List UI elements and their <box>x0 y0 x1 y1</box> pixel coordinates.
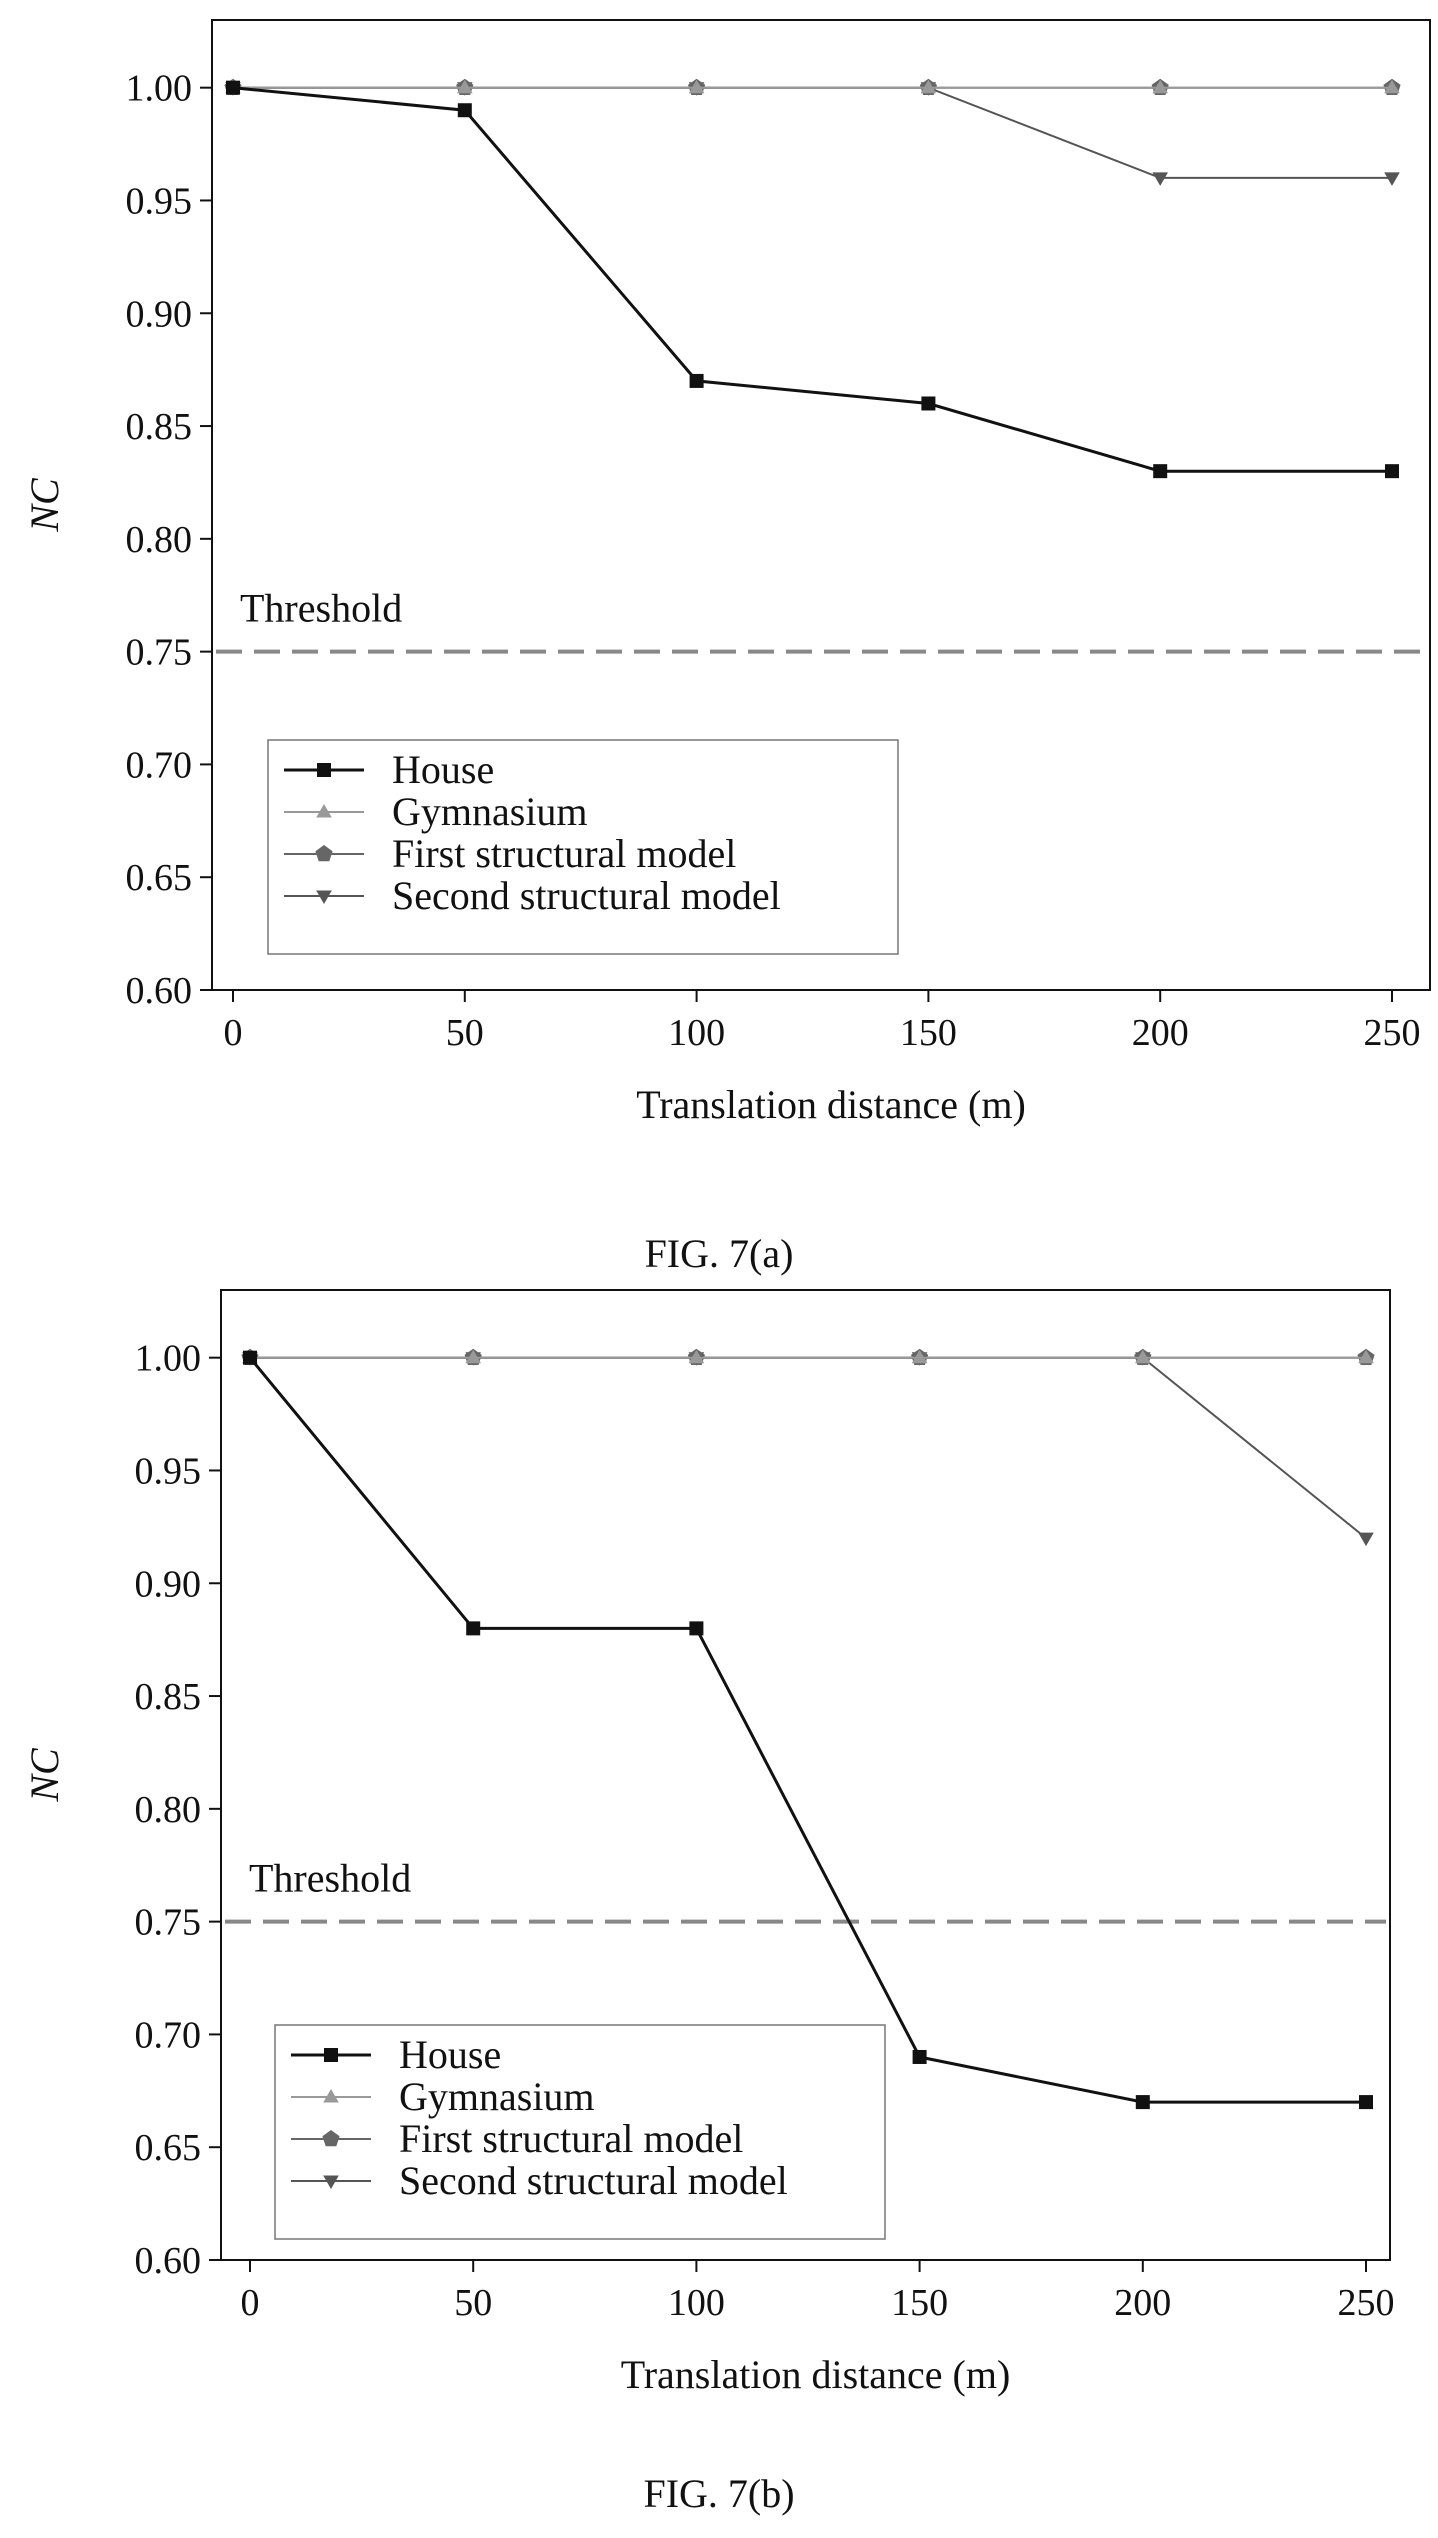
data-point <box>1135 1349 1151 1364</box>
x-tick-label: 250 <box>1338 2282 1395 2324</box>
y-tick-label: 0.85 <box>135 1676 202 1718</box>
data-point <box>1384 172 1400 186</box>
x-tick-label: 0 <box>241 2282 260 2324</box>
data-point <box>1135 2095 1150 2110</box>
x-tick-label: 200 <box>1114 2282 1171 2324</box>
series-gymnasium <box>225 79 1400 94</box>
y-tick-label: 0.75 <box>126 632 193 674</box>
legend-label: Second structural model <box>399 2158 788 2203</box>
data-point <box>1152 172 1168 186</box>
x-tick-label: 250 <box>1364 1012 1421 1054</box>
y-tick-label: 0.95 <box>126 180 193 222</box>
data-point <box>243 1350 257 1365</box>
series-line <box>233 86 1392 179</box>
y-tick-label: 0.95 <box>135 1450 202 1492</box>
y-tick-label: 1.00 <box>135 1338 202 1380</box>
data-point <box>457 103 472 118</box>
legend-swatch-marker <box>324 2048 338 2062</box>
data-point <box>689 373 704 388</box>
y-tick-label: 0.75 <box>135 1902 202 1944</box>
y-tick-label: 0.80 <box>126 519 193 561</box>
x-tick-label: 50 <box>454 2282 492 2324</box>
data-point <box>688 79 705 94</box>
legend-label: Second structural model <box>392 873 781 918</box>
y-tick-label: 1.00 <box>126 68 193 110</box>
y-tick-label: 0.70 <box>135 2014 202 2056</box>
figure-caption-7a: FIG. 7(a) <box>644 1231 794 1276</box>
legend-box <box>267 739 899 955</box>
chart-fig-7a: 0.60 0.65 0.70 0.75 0.80 0.85 0.90 0.95 1.00 0 50 1… <box>22 19 1431 1127</box>
series-line <box>248 1356 1366 2104</box>
x-tick-label: 100 <box>668 1012 725 1054</box>
data-point <box>912 2049 927 2064</box>
legend-label: House <box>392 747 494 792</box>
series-line <box>232 86 1392 473</box>
chart-fig-7b: 0.60 0.65 0.70 0.75 0.80 0.85 0.90 0.95 1.00 0 50 1… <box>22 1289 1395 2397</box>
data-point <box>689 1621 704 1636</box>
y-tick-label: 0.85 <box>126 406 193 448</box>
legend-swatch-marker <box>322 2130 340 2147</box>
data-point <box>1358 1532 1374 1547</box>
y-tick-label: 0.60 <box>126 970 193 1012</box>
data-point <box>1384 79 1400 94</box>
x-tick-label: 200 <box>1132 1012 1189 1054</box>
x-axis-label: Translation distance (m) <box>621 2352 1011 2397</box>
y-tick-label: 0.80 <box>135 1789 202 1831</box>
y-tick-label: 0.90 <box>126 293 193 335</box>
legend-label: First structural model <box>392 831 736 876</box>
series-second-structural-model <box>242 1352 1374 1547</box>
y-tick-label: 0.65 <box>135 2127 202 2169</box>
data-point <box>1385 464 1399 479</box>
data-point <box>920 79 937 94</box>
series-house <box>226 80 1399 479</box>
data-point <box>1359 2095 1373 2110</box>
data-point <box>466 1621 481 1636</box>
y-axis-label: NC <box>22 477 67 533</box>
y-tick-label: 0.60 <box>135 2240 202 2282</box>
threshold-label: Threshold <box>249 1856 411 1901</box>
plot-frame <box>220 1289 1391 2261</box>
x-tick-label: 150 <box>891 2282 948 2324</box>
data-point <box>921 396 936 411</box>
series-line <box>250 1356 1367 1539</box>
legend-swatch-marker <box>316 890 332 904</box>
data-point <box>1153 464 1168 479</box>
legend-swatch-marker <box>316 804 332 818</box>
series-house <box>243 1350 1373 2110</box>
data-point <box>1152 79 1168 94</box>
x-tick-label: 50 <box>446 1012 484 1054</box>
y-axis-label: NC <box>22 1747 67 1803</box>
legend-label: House <box>399 2032 501 2077</box>
y-tick-label: 0.65 <box>126 857 193 899</box>
legend-label: Gymnasium <box>392 789 588 834</box>
series-gymnasium <box>242 1349 1374 1364</box>
y-tick-label: 0.90 <box>135 1563 202 1605</box>
legend-label: Gymnasium <box>399 2074 595 2119</box>
data-point <box>465 1349 481 1364</box>
figure-caption-7b: FIG. 7(b) <box>643 2471 795 2516</box>
legend-swatch-marker <box>317 763 331 777</box>
data-point <box>457 79 473 94</box>
data-point <box>226 80 240 95</box>
x-tick-label: 0 <box>224 1012 243 1054</box>
legend-swatch-marker <box>323 2175 339 2189</box>
legend-swatch-marker <box>323 2089 339 2103</box>
series-second-structural-model <box>225 82 1400 186</box>
threshold-label: Threshold <box>240 586 402 631</box>
data-point <box>911 1349 928 1364</box>
legend-swatch-marker <box>315 845 333 862</box>
x-tick-label: 100 <box>668 2282 725 2324</box>
x-axis-label: Translation distance (m) <box>636 1082 1026 1127</box>
legend-label: First structural model <box>399 2116 743 2161</box>
data-point <box>688 1349 705 1364</box>
y-tick-label: 0.70 <box>126 744 193 786</box>
legend-box <box>274 2024 886 2240</box>
data-point <box>1358 1349 1374 1364</box>
plot-frame <box>211 19 1431 991</box>
x-tick-label: 150 <box>900 1012 957 1054</box>
